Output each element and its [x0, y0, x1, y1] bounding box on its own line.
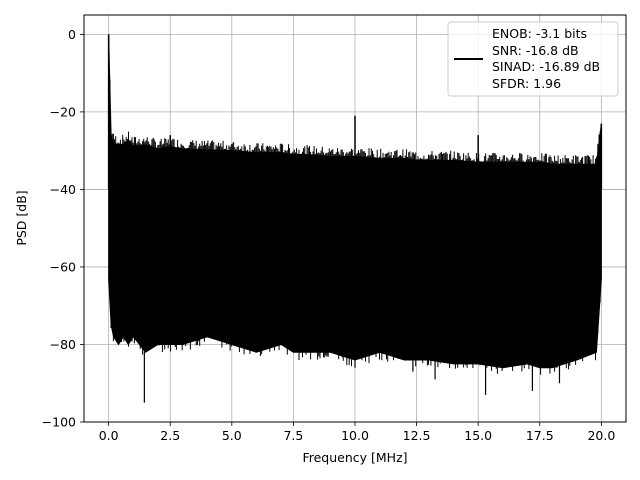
legend: ENOB: -3.1 bits SNR: -16.8 dB SINAD: -16… [447, 21, 619, 97]
legend-sinad: SINAD: -16.89 dB [492, 59, 600, 74]
noise-edges [109, 79, 601, 375]
x-tick-label: 10.0 [341, 428, 369, 443]
x-tick-label: 7.5 [283, 428, 303, 443]
y-tick-label: −100 [42, 415, 76, 430]
x-axis-label: Frequency [MHz] [302, 450, 407, 465]
x-tick-label: 5.0 [222, 428, 242, 443]
x-axis-ticks: 0.0 2.5 5.0 7.5 10.0 12.5 15.0 17.5 20.0 [99, 422, 615, 443]
x-tick-label: 20.0 [587, 428, 615, 443]
y-tick-label: 0 [68, 27, 76, 42]
x-tick-label: 2.5 [160, 428, 180, 443]
y-tick-label: −20 [50, 104, 76, 119]
y-tick-label: −60 [50, 259, 76, 274]
y-axis-label: PSD [dB] [14, 190, 29, 245]
legend-box [447, 21, 619, 97]
legend-snr: SNR: -16.8 dB [492, 43, 579, 58]
x-tick-label: 0.0 [99, 428, 119, 443]
x-tick-label: 12.5 [403, 428, 431, 443]
psd-trace [107, 34, 603, 403]
legend-sfdr: SFDR: 1.96 [492, 76, 561, 91]
y-tick-label: −40 [50, 182, 76, 197]
x-tick-label: 15.0 [464, 428, 492, 443]
x-tick-label: 17.5 [526, 428, 554, 443]
y-axis-ticks: 0 −20 −40 −60 −80 −100 [42, 27, 84, 430]
y-tick-label: −80 [50, 337, 76, 352]
legend-enob: ENOB: -3.1 bits [492, 26, 587, 41]
